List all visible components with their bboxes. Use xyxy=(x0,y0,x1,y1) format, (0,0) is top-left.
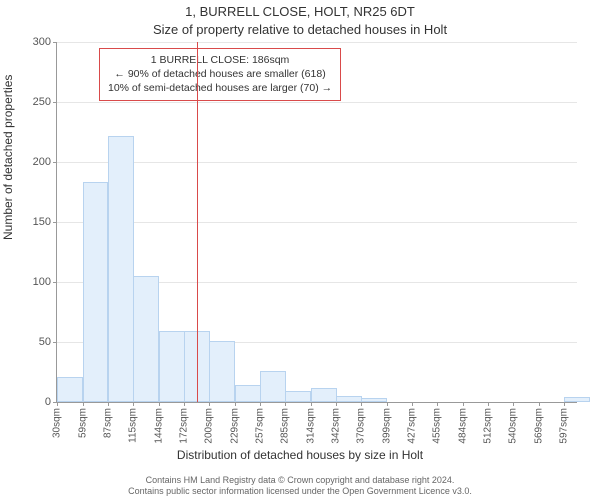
xtick-label: 59sqm xyxy=(77,408,88,438)
xtick-mark xyxy=(209,402,210,406)
xtick-mark xyxy=(235,402,236,406)
xtick-mark xyxy=(539,402,540,406)
ytick-mark xyxy=(53,282,57,283)
annotation-line2: ← 90% of detached houses are smaller (61… xyxy=(108,67,332,81)
ytick-label: 300 xyxy=(33,36,51,48)
grid-line xyxy=(57,222,577,223)
xtick-label: 200sqm xyxy=(204,408,215,444)
annotation-line3: 10% of semi-detached houses are larger (… xyxy=(108,81,332,95)
xtick-mark xyxy=(463,402,464,406)
xtick-mark xyxy=(564,402,565,406)
xtick-mark xyxy=(108,402,109,406)
grid-line xyxy=(57,102,577,103)
xtick-mark xyxy=(133,402,134,406)
xtick-label: 115sqm xyxy=(128,408,139,443)
xtick-label: 285sqm xyxy=(280,408,291,444)
xtick-mark xyxy=(285,402,286,406)
xtick-mark xyxy=(57,402,58,406)
x-axis-label: Distribution of detached houses by size … xyxy=(0,448,600,462)
chart-title-line1: 1, BURRELL CLOSE, HOLT, NR25 6DT xyxy=(0,4,600,19)
xtick-label: 172sqm xyxy=(179,408,190,444)
xtick-label: 257sqm xyxy=(255,408,266,444)
xtick-mark xyxy=(159,402,160,406)
footer: Contains HM Land Registry data © Crown c… xyxy=(0,475,600,498)
xtick-mark xyxy=(184,402,185,406)
grid-line xyxy=(57,162,577,163)
histogram-bar xyxy=(235,385,261,402)
xtick-label: 370sqm xyxy=(356,408,367,444)
ytick-label: 0 xyxy=(45,396,51,408)
annotation-line1: 1 BURRELL CLOSE: 186sqm xyxy=(108,53,332,67)
ytick-label: 50 xyxy=(39,336,51,348)
histogram-bar xyxy=(108,136,134,402)
ytick-label: 100 xyxy=(33,276,51,288)
xtick-mark xyxy=(311,402,312,406)
xtick-label: 314sqm xyxy=(306,408,317,444)
histogram-bar xyxy=(336,396,362,402)
xtick-label: 512sqm xyxy=(483,408,494,444)
xtick-label: 427sqm xyxy=(407,408,418,444)
ytick-mark xyxy=(53,222,57,223)
xtick-label: 597sqm xyxy=(559,408,570,444)
histogram-bar xyxy=(57,377,83,402)
ytick-mark xyxy=(53,102,57,103)
xtick-label: 229sqm xyxy=(230,408,241,444)
xtick-label: 540sqm xyxy=(508,408,519,444)
ytick-mark xyxy=(53,342,57,343)
xtick-mark xyxy=(336,402,337,406)
y-axis-label: Number of detached properties xyxy=(1,75,15,240)
histogram-bar xyxy=(83,182,109,402)
xtick-label: 87sqm xyxy=(103,408,114,438)
histogram-bar xyxy=(209,341,235,402)
xtick-mark xyxy=(361,402,362,406)
ytick-label: 200 xyxy=(33,156,51,168)
grid-line xyxy=(57,42,577,43)
marker-line xyxy=(197,42,198,402)
plot-area: 1 BURRELL CLOSE: 186sqm ← 90% of detache… xyxy=(56,42,577,403)
histogram-bar xyxy=(564,397,590,402)
histogram-bar xyxy=(311,388,337,402)
xtick-label: 569sqm xyxy=(534,408,545,444)
histogram-bar xyxy=(260,371,286,402)
annotation-box: 1 BURRELL CLOSE: 186sqm ← 90% of detache… xyxy=(99,48,341,101)
footer-line1: Contains HM Land Registry data © Crown c… xyxy=(0,475,600,487)
chart-container: 1, BURRELL CLOSE, HOLT, NR25 6DT Size of… xyxy=(0,0,600,500)
xtick-label: 455sqm xyxy=(432,408,443,444)
xtick-label: 484sqm xyxy=(458,408,469,444)
xtick-mark xyxy=(488,402,489,406)
ytick-mark xyxy=(53,162,57,163)
xtick-label: 30sqm xyxy=(52,408,63,438)
ytick-label: 250 xyxy=(33,96,51,108)
xtick-mark xyxy=(83,402,84,406)
chart-title-line2: Size of property relative to detached ho… xyxy=(0,22,600,37)
ytick-mark xyxy=(53,42,57,43)
histogram-bar xyxy=(133,276,159,402)
histogram-bar xyxy=(285,391,311,402)
xtick-mark xyxy=(387,402,388,406)
xtick-mark xyxy=(260,402,261,406)
histogram-bar xyxy=(159,331,185,402)
xtick-label: 342sqm xyxy=(331,408,342,444)
footer-line2: Contains public sector information licen… xyxy=(0,486,600,498)
xtick-mark xyxy=(437,402,438,406)
histogram-bar xyxy=(361,398,387,402)
xtick-label: 144sqm xyxy=(154,408,165,444)
xtick-mark xyxy=(412,402,413,406)
xtick-mark xyxy=(513,402,514,406)
xtick-label: 399sqm xyxy=(382,408,393,444)
ytick-label: 150 xyxy=(33,216,51,228)
